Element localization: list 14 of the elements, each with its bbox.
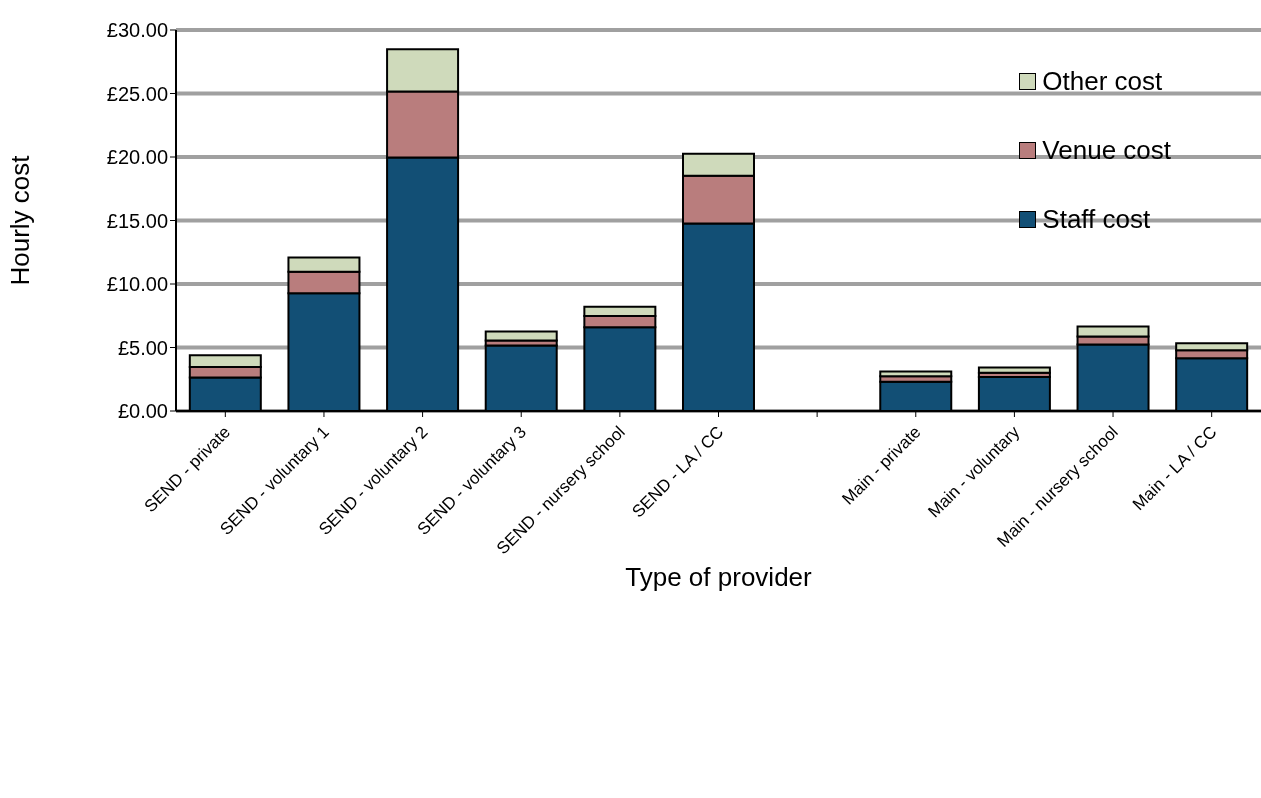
y-tick-label: £25.00 <box>106 82 168 105</box>
bar <box>977 366 1051 374</box>
y-tick-label: £30.00 <box>106 19 168 42</box>
legend-label: Venue cost <box>1042 135 1171 166</box>
y-tick-label: £20.00 <box>106 146 168 169</box>
y-tick-label: £5.00 <box>117 336 168 359</box>
y-tick-label: £15.00 <box>106 209 168 232</box>
y-axis-title: Hourly cost <box>5 154 36 286</box>
y-tick-label: £10.00 <box>106 273 168 296</box>
y-tick-label: £0.00 <box>117 400 168 423</box>
legend-label: Staff cost <box>1042 204 1151 235</box>
legend-label: Other cost <box>1042 66 1163 97</box>
x-axis-title: Type of provider <box>625 562 813 592</box>
bar <box>484 330 558 342</box>
